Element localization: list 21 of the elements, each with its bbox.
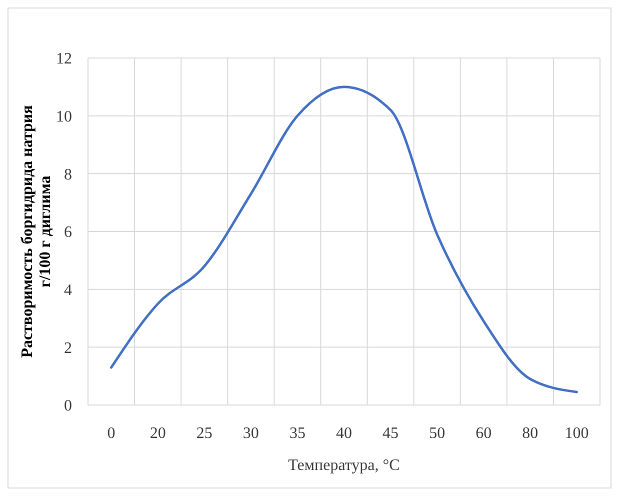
x-tick-label: 20 — [150, 425, 166, 442]
x-tick-label: 35 — [289, 425, 306, 442]
x-tick-label: 50 — [429, 425, 446, 442]
x-tick-label: 0 — [107, 425, 116, 442]
y-tick-label: 12 — [56, 50, 72, 68]
x-tick-label: 80 — [522, 425, 538, 442]
x-tick-label: 40 — [336, 425, 352, 442]
x-tick-label: 45 — [382, 425, 399, 442]
y-tick-label: 10 — [56, 108, 72, 126]
y-tick-label: 2 — [64, 340, 72, 357]
y-axis-title: Растворимость боргидрида натрия г/100 г диглима — [19, 104, 54, 358]
x-tick-label: 25 — [196, 425, 212, 442]
y-tick-label: 8 — [64, 166, 72, 184]
line-series — [110, 86, 578, 394]
y-tick-label: 0 — [64, 398, 72, 415]
x-axis-title: Температура, °С — [288, 457, 400, 474]
x-tick-label: 100 — [564, 425, 589, 442]
y-tick-label: 6 — [64, 224, 72, 242]
x-tick-label: 30 — [242, 425, 259, 442]
y-tick-label: 4 — [64, 282, 72, 299]
x-tick-label: 60 — [476, 425, 492, 442]
